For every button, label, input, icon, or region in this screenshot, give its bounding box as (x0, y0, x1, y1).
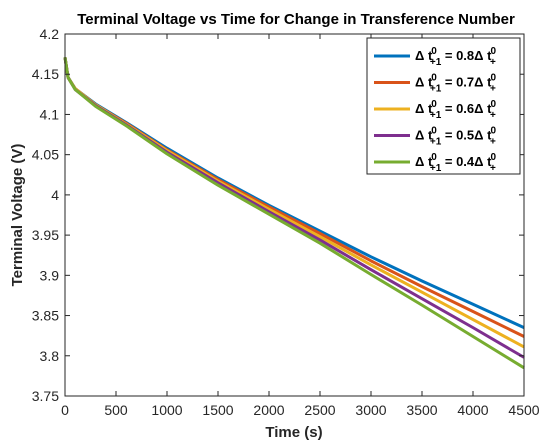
y-axis-ticks: 3.75 3.8 3.85 3.9 3.95 4 4.05 4.1 4.15 4.2 (32, 26, 524, 404)
plot-frame (64, 33, 525, 397)
x-tick-label: 4000 (457, 402, 488, 418)
x-axis-title: Time (s) (265, 424, 322, 441)
series-line-5 (63, 57, 525, 370)
x-tick-label: 2000 (253, 402, 284, 418)
series-group (63, 57, 525, 370)
x-tick-label: 4500 (508, 402, 539, 418)
x-tick-label: 1000 (151, 402, 182, 418)
y-tick-label: 3.8 (40, 348, 60, 364)
y-tick-label: 4.2 (40, 26, 60, 42)
y-tick-label: 3.85 (32, 308, 59, 324)
x-tick-label: 1500 (202, 402, 233, 418)
legend-items: Δ t0 +1 = 0.8Δ t0 + Δ t0 +1 = 0.7Δ t0 + Δ t0 +1… (374, 46, 496, 174)
x-axis-ticks: 0 500 1000 1500 2000 2500 3000 3500 4000 4500 (61, 34, 540, 418)
x-tick-label: 3500 (406, 402, 437, 418)
legend: Δ t0 +1 = 0.8Δ t0 + Δ t0 +1 = 0.7Δ t0 + Δ t0 +1… (366, 37, 521, 175)
legend-entry-4: Δ t0 +1 = 0.5Δ t0 + (415, 126, 496, 148)
y-tick-label: 3.75 (32, 388, 59, 404)
y-tick-label: 4.1 (40, 106, 60, 122)
legend-entry-1: Δ t0 +1 = 0.8Δ t0 + (415, 46, 496, 68)
x-tick-label: 2500 (304, 402, 335, 418)
y-tick-label: 3.95 (32, 227, 59, 243)
legend-entry-5: Δ t0 +1 = 0.4Δ t0 + (415, 152, 496, 174)
x-tick-label: 3000 (355, 402, 386, 418)
legend-entry-2: Δ t0 +1 = 0.7Δ t0 + (415, 73, 496, 95)
chart-title: Terminal Voltage vs Time for Change in T… (77, 11, 515, 28)
legend-entry-3: Δ t0 +1 = 0.6Δ t0 + (415, 99, 496, 121)
y-tick-label: 4 (51, 187, 59, 203)
x-tick-label: 500 (104, 402, 128, 418)
x-tick-label: 0 (61, 402, 69, 418)
y-tick-label: 3.9 (40, 267, 60, 283)
legend-box (366, 37, 521, 175)
y-axis-title: Terminal Voltage (V) (9, 144, 26, 287)
y-tick-label: 4.05 (32, 147, 59, 163)
y-tick-label: 4.15 (32, 66, 59, 82)
